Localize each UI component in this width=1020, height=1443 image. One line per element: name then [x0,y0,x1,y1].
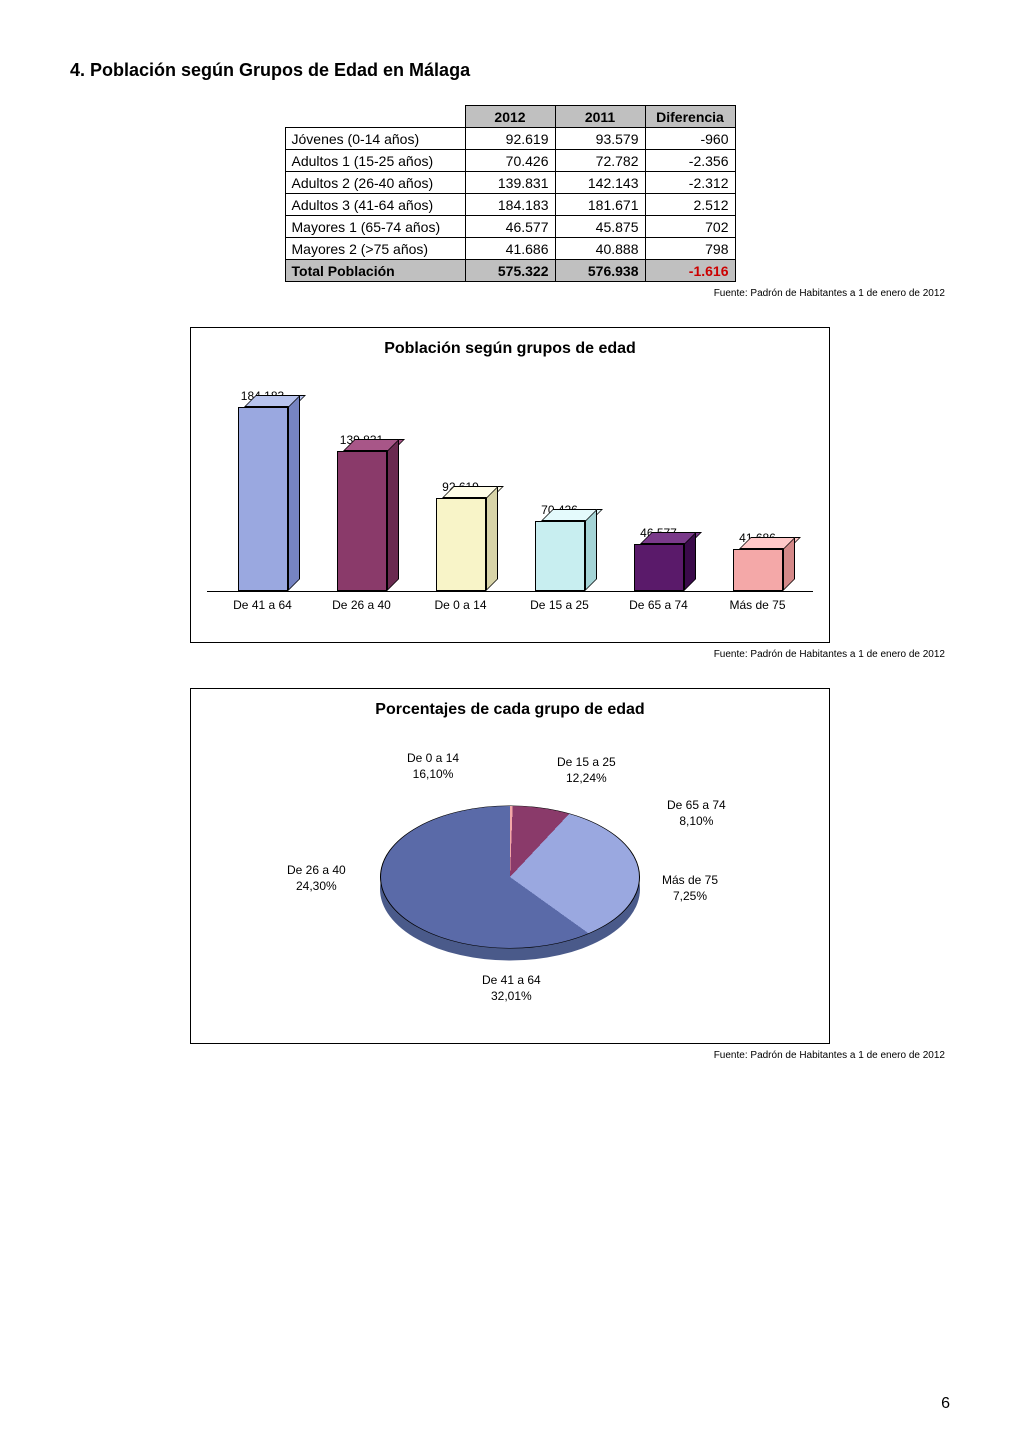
row-label: Adultos 1 (15-25 años) [285,150,465,172]
data-table-wrap: 2012 2011 Diferencia Jóvenes (0-14 años)… [70,105,950,282]
bar-item: 41.686 [713,531,803,591]
row-2012: 139.831 [465,172,555,194]
bar-x-label: De 15 a 25 [515,598,605,612]
row-label: Adultos 3 (41-64 años) [285,194,465,216]
row-2012: 70.426 [465,150,555,172]
pie-chart-box: Porcentajes de cada grupo de edad De 0 a… [190,688,830,1044]
bar-3d [535,521,585,591]
pie-chart-title: Porcentajes de cada grupo de edad [207,701,813,719]
row-label: Adultos 2 (26-40 años) [285,172,465,194]
row-label: Mayores 2 (>75 años) [285,238,465,260]
bar-x-label: De 0 a 14 [416,598,506,612]
total-2011: 576.938 [555,260,645,282]
row-diff: 2.512 [645,194,735,216]
bar-chart-title: Población según grupos de edad [207,340,813,358]
pie-slice-label: Más de 757,25% [662,873,718,904]
bar-x-label: De 26 a 40 [317,598,407,612]
row-diff: -960 [645,128,735,150]
row-2012: 41.686 [465,238,555,260]
page-number: 6 [941,1395,950,1413]
table-row: Adultos 2 (26-40 años)139.831142.143-2.3… [285,172,735,194]
row-2011: 40.888 [555,238,645,260]
bar-item: 139.831 [317,433,407,591]
bar-3d [337,451,387,591]
table-row: Jóvenes (0-14 años)92.61993.579-960 [285,128,735,150]
pie-slice-label: De 65 a 748,10% [667,798,726,829]
row-diff: 798 [645,238,735,260]
bar-3d [436,498,486,591]
table-row: Adultos 1 (15-25 años)70.42672.782-2.356 [285,150,735,172]
bar-item: 46.577 [614,526,704,591]
header-2011: 2011 [555,106,645,128]
header-blank [285,106,465,128]
row-2011: 93.579 [555,128,645,150]
source-note-2: Fuente: Padrón de Habitantes a 1 de ener… [75,649,945,660]
bar-item: 92.619 [416,480,506,591]
bar-item: 184.183 [218,389,308,591]
total-2012: 575.322 [465,260,555,282]
header-diff: Diferencia [645,106,735,128]
pie-slice-label: De 26 a 4024,30% [287,863,346,894]
row-2012: 92.619 [465,128,555,150]
pie-slice-label: De 41 a 6432,01% [482,973,541,1004]
source-note-3: Fuente: Padrón de Habitantes a 1 de ener… [75,1050,945,1061]
row-label: Mayores 1 (65-74 años) [285,216,465,238]
population-table: 2012 2011 Diferencia Jóvenes (0-14 años)… [285,105,736,282]
bar-chart-box: Población según grupos de edad 184.18313… [190,327,830,643]
row-2012: 184.183 [465,194,555,216]
table-row: Adultos 3 (41-64 años)184.183181.6712.51… [285,194,735,216]
bar-x-label: De 41 a 64 [218,598,308,612]
row-2012: 46.577 [465,216,555,238]
table-header-row: 2012 2011 Diferencia [285,106,735,128]
header-2012: 2012 [465,106,555,128]
table-row: Mayores 2 (>75 años)41.68640.888798 [285,238,735,260]
row-label: Jóvenes (0-14 años) [285,128,465,150]
pie-slice-label: De 0 a 1416,10% [407,751,459,782]
row-2011: 181.671 [555,194,645,216]
row-2011: 72.782 [555,150,645,172]
row-2011: 45.875 [555,216,645,238]
bar-x-label: De 65 a 74 [614,598,704,612]
page-heading: 4. Población según Grupos de Edad en Mál… [70,60,950,81]
bar-3d [634,544,684,591]
pie-slice-label: De 15 a 2512,24% [557,755,616,786]
source-note-1: Fuente: Padrón de Habitantes a 1 de ener… [75,288,945,299]
bar-item: 70.426 [515,503,605,591]
pie-chart: De 0 a 1416,10% De 15 a 2512,24% De 65 a 7… [207,733,813,1033]
total-label: Total Población [285,260,465,282]
table-total-row: Total Población575.322576.938-1.616 [285,260,735,282]
bar-3d [733,549,783,591]
row-diff: 702 [645,216,735,238]
bar-chart: 184.183139.83192.61970.42646.57741.686 D… [207,372,813,632]
row-diff: -2.312 [645,172,735,194]
row-diff: -2.356 [645,150,735,172]
table-row: Mayores 1 (65-74 años)46.57745.875702 [285,216,735,238]
bar-x-label: Más de 75 [713,598,803,612]
bar-3d [238,407,288,591]
total-diff: -1.616 [645,260,735,282]
row-2011: 142.143 [555,172,645,194]
